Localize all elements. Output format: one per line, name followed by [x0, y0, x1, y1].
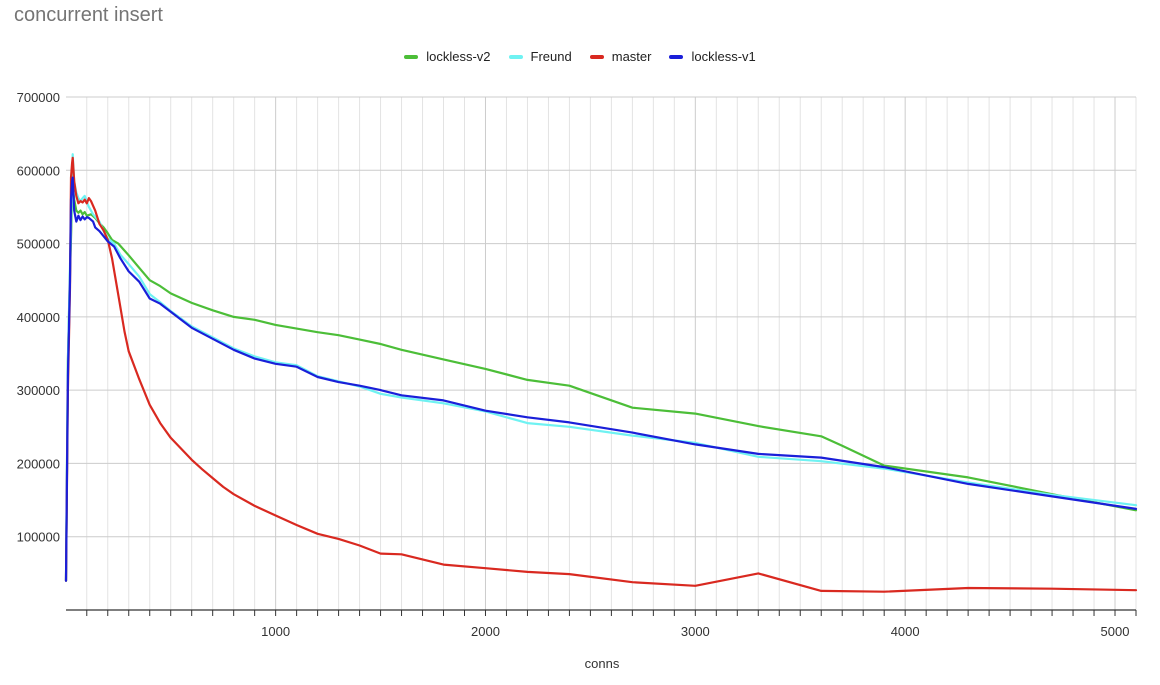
- legend-item-lockless-v2[interactable]: lockless-v2: [404, 49, 491, 64]
- y-tick-label: 700000: [17, 90, 60, 105]
- y-tick-label: 100000: [17, 530, 60, 545]
- x-tick-label: 1000: [261, 624, 290, 639]
- x-axis-title: conns: [585, 656, 620, 671]
- chart-title: concurrent insert: [14, 4, 163, 26]
- major-gridlines: [66, 96, 1136, 538]
- series-line-master: [64, 156, 1138, 593]
- legend-item-master[interactable]: master: [589, 49, 652, 64]
- minor-gridlines: [86, 97, 1137, 610]
- legend-swatch: [508, 54, 523, 59]
- legend-label: master: [611, 49, 652, 64]
- series-line-lockless-v2: [64, 183, 1138, 582]
- legend-label: lockless-v1: [691, 49, 756, 64]
- legend-swatch: [669, 54, 684, 59]
- x-tick-label: 4000: [891, 624, 920, 639]
- x-tick-label: 2000: [471, 624, 500, 639]
- chart-legend: lockless-v2 Freund master lockless-v1: [0, 49, 1160, 64]
- y-tick-label: 600000: [17, 163, 60, 178]
- legend-label: lockless-v2: [426, 49, 491, 64]
- y-tick-label: 500000: [17, 237, 60, 252]
- y-tick-label: 200000: [17, 456, 60, 471]
- y-tick-label: 400000: [17, 310, 60, 325]
- series-lines: [64, 153, 1138, 593]
- legend-swatch: [589, 54, 604, 59]
- legend-swatch: [404, 54, 419, 59]
- legend-label: Freund: [530, 49, 572, 64]
- x-tick-labels: 1000 2000 3000 4000 5000: [261, 624, 1129, 639]
- x-axis: [66, 609, 1137, 616]
- legend-item-freund[interactable]: Freund: [508, 49, 572, 64]
- series-line-freund: [64, 153, 1138, 582]
- legend-item-lockless-v1[interactable]: lockless-v1: [669, 49, 756, 64]
- x-tick-label: 3000: [681, 624, 710, 639]
- y-tick-labels: 100000 200000 300000 400000 500000 600000 7000…: [17, 90, 60, 545]
- y-tick-label: 300000: [17, 383, 60, 398]
- x-tick-label: 5000: [1101, 624, 1130, 639]
- series-line-lockless-v1: [64, 176, 1138, 582]
